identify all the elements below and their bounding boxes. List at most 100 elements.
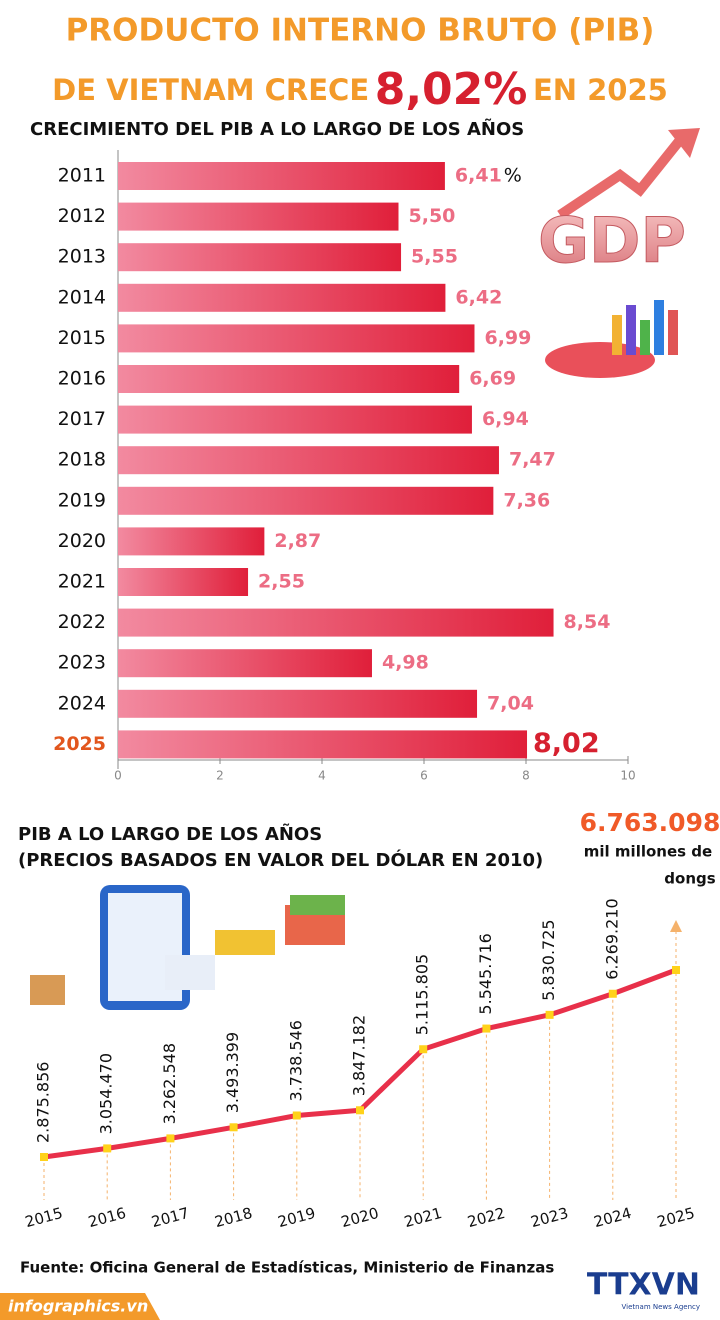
- decor: [215, 930, 275, 955]
- y-tick-label: 2020: [58, 530, 106, 552]
- y-tick-label: 2018: [58, 449, 106, 471]
- footer-band: [0, 1293, 160, 1320]
- value-label: 5.545.716: [476, 933, 495, 1014]
- y-tick-label: 2012: [58, 205, 106, 227]
- unit-label: mil millones de: [584, 843, 712, 861]
- bar: [118, 365, 460, 393]
- bar: [118, 162, 445, 190]
- y-tick-label: 2014: [58, 286, 106, 308]
- x-tick-label: 6: [420, 769, 428, 783]
- point: [356, 1106, 364, 1115]
- y-tick-label: 2023: [58, 652, 106, 674]
- point: [545, 1010, 554, 1019]
- x-tick-label: 8: [522, 769, 530, 783]
- bar: [118, 608, 554, 637]
- y-tick-label: 2015: [58, 327, 106, 349]
- y-tick-label: 2017: [58, 408, 106, 430]
- bar: [118, 405, 472, 434]
- title-start: DE VIETNAM CRECE: [52, 73, 369, 107]
- x-tick-label: 0: [114, 769, 122, 783]
- title-line2: DE VIETNAM CRECE 8,02% EN 2025: [52, 64, 668, 115]
- y-tick-label: 2011: [58, 165, 106, 187]
- decor: [290, 895, 345, 915]
- y-tick-label: 2024: [58, 692, 106, 714]
- chart-title: CRECIMIENTO DEL PIB A LO LARGO DE LOS AÑ…: [30, 117, 524, 140]
- gdp-illustration: GDP: [538, 128, 700, 378]
- bar: [118, 649, 372, 678]
- point: [103, 1144, 112, 1153]
- x-tick-label: 2018: [213, 1204, 255, 1231]
- title-end: EN 2025: [533, 73, 668, 107]
- unit-label: %: [504, 165, 522, 187]
- value-label: 3.847.182: [350, 1015, 369, 1096]
- value-label: 6.269.210: [602, 898, 621, 979]
- unit-label: dongs: [664, 870, 715, 888]
- y-tick-label: 2013: [58, 246, 106, 268]
- decor: [30, 975, 65, 1005]
- bar: [118, 202, 399, 231]
- point: [40, 1153, 48, 1161]
- title-highlight: 8,02%: [375, 64, 528, 115]
- x-tick-label: 2025: [655, 1204, 697, 1231]
- x-tick-label: 4: [318, 769, 326, 783]
- value-label: 6,42: [455, 286, 502, 308]
- value-label: 3.054.470: [97, 1053, 116, 1134]
- value-label: 5,50: [409, 205, 456, 227]
- value-label: 5,55: [411, 246, 458, 268]
- value-label: 6,94: [482, 408, 529, 430]
- point: [419, 1045, 428, 1054]
- x-tick-label: 2023: [529, 1204, 571, 1231]
- point: [672, 966, 680, 974]
- value-label: 3.262.548: [160, 1043, 179, 1124]
- site: infographics.vn: [8, 1297, 148, 1316]
- bar: [118, 283, 446, 312]
- value-label: 8,02: [533, 728, 600, 759]
- bar: [118, 243, 402, 272]
- y-tick-label: 2022: [58, 611, 106, 633]
- logistics-illustration: [30, 885, 345, 1010]
- x-tick-label: 2020: [339, 1204, 381, 1231]
- y-tick-label: 2021: [58, 571, 106, 593]
- x-tick-label: 2015: [23, 1204, 65, 1231]
- x-tick-label: 2022: [465, 1204, 507, 1231]
- bar: [118, 730, 528, 759]
- y-tick-label: 2016: [58, 368, 106, 390]
- bar: [118, 324, 475, 353]
- x-tick-label: 2021: [402, 1204, 444, 1231]
- value-label: 7,36: [503, 489, 550, 511]
- chart-subtitle: (PRECIOS BASADOS EN VALOR DEL DÓLAR EN 2…: [18, 849, 543, 871]
- source: Fuente: Oficina General de Estadísticas,…: [20, 1259, 554, 1277]
- title: PRODUCTO INTERNO BRUTO (PIB): [66, 13, 655, 49]
- x-tick-label: 2017: [149, 1204, 191, 1231]
- bar: [118, 689, 478, 718]
- y-tick-label: 2025: [53, 733, 106, 755]
- value-label: 2,87: [274, 530, 321, 552]
- arrow-head: [670, 920, 682, 932]
- point: [608, 989, 617, 998]
- value-label: 7,04: [487, 692, 534, 714]
- value-label: 8,54: [564, 611, 611, 633]
- x-tick-label: 2019: [276, 1204, 318, 1231]
- point: [482, 1024, 491, 1033]
- logo-sub: Vietnam News Agency: [621, 1303, 700, 1311]
- value-label: 6,99: [484, 327, 531, 349]
- value-label: 2,55: [258, 571, 305, 593]
- value-label: 3.493.399: [223, 1032, 242, 1113]
- value-label: 4,98: [382, 652, 429, 674]
- x-tick-label: 2: [216, 769, 224, 783]
- value-label: 7,47: [509, 449, 556, 471]
- decor: [165, 955, 215, 990]
- value-label: 5.830.725: [539, 919, 558, 1000]
- value-label: 5.115.805: [413, 954, 432, 1035]
- value-label: 6,69: [469, 368, 516, 390]
- point: [229, 1123, 238, 1132]
- point: [166, 1134, 175, 1143]
- x-tick-label: 2016: [86, 1204, 128, 1231]
- x-tick-label: 2024: [592, 1204, 634, 1231]
- x-tick-label: 10: [620, 769, 635, 783]
- bar: [118, 527, 265, 556]
- point: [292, 1111, 301, 1120]
- value-label: 6.763.098: [580, 808, 720, 837]
- value-label: 3.738.546: [286, 1020, 305, 1101]
